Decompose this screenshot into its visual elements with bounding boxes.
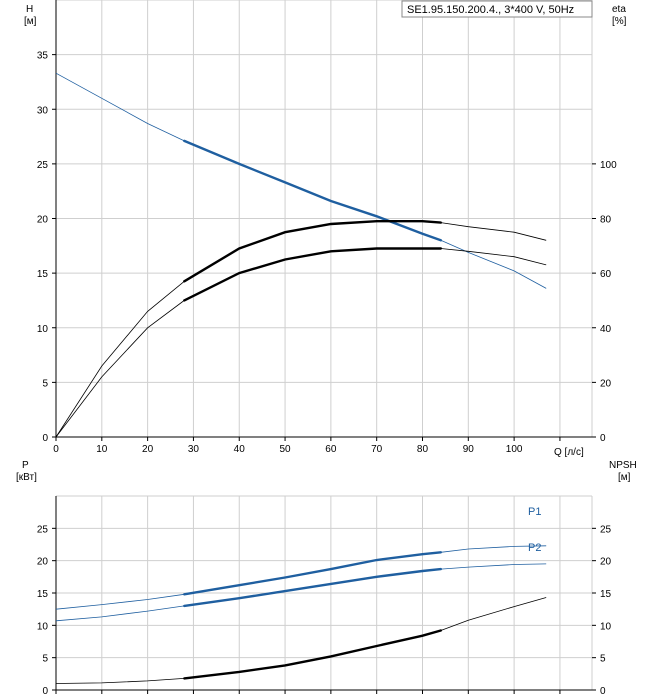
curve-operating-range	[183, 247, 442, 302]
x-tick-label: 40	[234, 444, 246, 455]
y-tick-label: 30	[37, 105, 49, 116]
x-tick-label: 60	[325, 444, 337, 455]
y2-tick-label: 100	[600, 160, 617, 171]
bottom-y2label: NPSH	[609, 460, 637, 471]
curve-full	[55, 563, 547, 622]
y2-tick-label: 10	[600, 621, 612, 632]
y-tick-label: 5	[42, 654, 48, 665]
x-tick-label: 20	[142, 444, 154, 455]
y2-tick-label: 60	[600, 269, 612, 280]
y2-tick-label: 40	[600, 324, 612, 335]
y-tick-label: 0	[42, 686, 48, 697]
top-yunit: [м]	[24, 16, 37, 27]
y2-tick-label: 80	[600, 215, 612, 226]
curve-full	[55, 597, 547, 684]
y-tick-label: 10	[37, 324, 49, 335]
y-tick-label: 10	[37, 621, 49, 632]
top-xlabel: Q [л/с]	[554, 447, 584, 458]
x-tick-label: 80	[417, 444, 429, 455]
x-tick-label: 0	[53, 444, 59, 455]
curve-full	[55, 248, 547, 438]
series-layer	[55, 72, 547, 684]
bottom-ylabel: P	[22, 460, 29, 471]
x-tick-label: 100	[506, 444, 523, 455]
series-label-p2: P2	[528, 542, 541, 554]
y-tick-label: 15	[37, 269, 49, 280]
bottom-yunit: [кВт]	[16, 472, 37, 483]
x-tick-label: 10	[96, 444, 108, 455]
top-y2label: eta	[612, 4, 626, 15]
y-tick-label: 0	[42, 433, 48, 444]
y-tick-label: 25	[37, 160, 49, 171]
curve-operating-range	[183, 567, 442, 608]
y-tick-label: 35	[37, 51, 49, 62]
x-tick-label: 50	[279, 444, 291, 455]
y-tick-label: 25	[37, 524, 49, 535]
top-ylabel: H	[26, 4, 33, 15]
curve-operating-range	[183, 629, 442, 680]
chart-title: SE1.95.150.200.4., 3*400 V, 50Hz	[407, 4, 574, 16]
grid-layer	[55, 0, 593, 691]
x-tick-label: 30	[188, 444, 200, 455]
series-label-p1: P1	[528, 506, 541, 518]
title-box	[401, 0, 593, 18]
y2-tick-label: 0	[600, 433, 606, 444]
y2-tick-label: 15	[600, 589, 612, 600]
y2-tick-label: 20	[600, 378, 612, 389]
x-tick-label: 70	[371, 444, 383, 455]
curve-full	[55, 220, 547, 438]
curve-operating-range	[183, 551, 442, 596]
curve-full	[55, 545, 547, 610]
y2-tick-label: 0	[600, 686, 606, 697]
y2-tick-label: 20	[600, 557, 612, 568]
y2-tick-label: 25	[600, 524, 612, 535]
top-y2unit: [%]	[612, 16, 627, 27]
y2-tick-label: 5	[600, 654, 606, 665]
y-tick-label: 5	[42, 378, 48, 389]
curve-operating-range	[183, 219, 442, 283]
curve-operating-range	[183, 139, 442, 242]
bottom-y2unit: [м]	[618, 472, 631, 483]
y-tick-label: 15	[37, 589, 49, 600]
x-tick-label: 90	[463, 444, 475, 455]
y-tick-label: 20	[37, 215, 49, 226]
y-tick-label: 20	[37, 557, 49, 568]
